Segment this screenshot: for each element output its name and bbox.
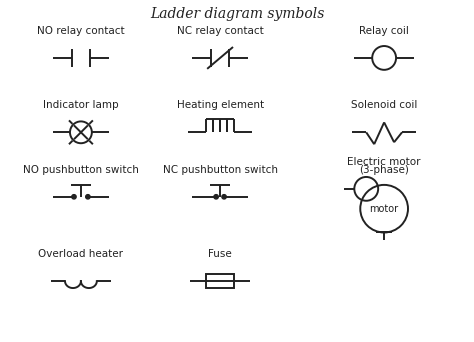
Circle shape xyxy=(72,195,76,199)
Text: Heating element: Heating element xyxy=(176,101,264,110)
Text: Electric motor: Electric motor xyxy=(347,157,421,167)
Text: Indicator lamp: Indicator lamp xyxy=(43,101,118,110)
Text: Overload heater: Overload heater xyxy=(38,249,123,259)
Text: NC pushbutton switch: NC pushbutton switch xyxy=(163,165,278,175)
Circle shape xyxy=(86,195,90,199)
Text: NO relay contact: NO relay contact xyxy=(37,26,125,36)
Text: NO pushbutton switch: NO pushbutton switch xyxy=(23,165,139,175)
Text: motor: motor xyxy=(370,204,399,214)
Text: Fuse: Fuse xyxy=(208,249,232,259)
Text: NC relay contact: NC relay contact xyxy=(177,26,264,36)
Text: (3-phase): (3-phase) xyxy=(359,165,409,175)
Text: Ladder diagram symbols: Ladder diagram symbols xyxy=(150,7,324,21)
Text: Solenoid coil: Solenoid coil xyxy=(351,101,417,110)
Bar xyxy=(206,274,234,288)
Circle shape xyxy=(222,195,226,199)
Text: Relay coil: Relay coil xyxy=(359,26,409,36)
Circle shape xyxy=(214,195,219,199)
